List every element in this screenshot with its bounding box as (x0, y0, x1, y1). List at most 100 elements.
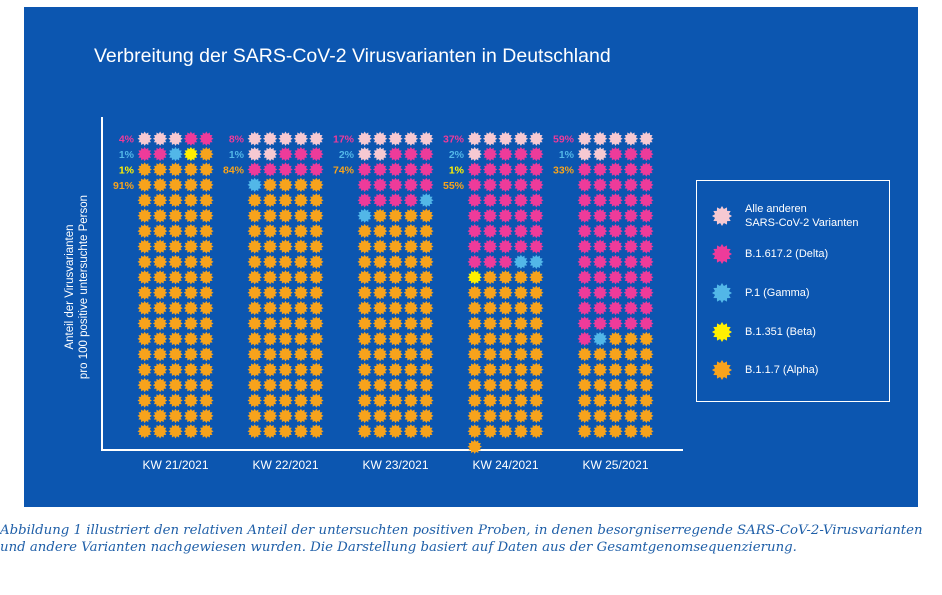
waffle-cell-alpha (293, 424, 309, 439)
waffle-cell-other (577, 146, 592, 162)
waffle-cell-alpha (403, 316, 419, 331)
waffle-cell-alpha (388, 331, 403, 347)
waffle-cell-alpha (513, 377, 529, 393)
waffle-cell-alpha (403, 347, 419, 362)
waffle-cell-other (639, 131, 654, 146)
waffle-cell-delta (623, 270, 639, 285)
waffle-cell-alpha (309, 177, 324, 193)
waffle-cell-delta (623, 162, 639, 177)
waffle-cell-alpha (137, 239, 152, 254)
waffle-cell-delta (623, 316, 639, 331)
data-label-delta: 37% (443, 134, 465, 146)
waffle-cell-alpha (309, 362, 324, 377)
waffle-cell-alpha (168, 270, 183, 285)
waffle-cell-other (623, 131, 639, 146)
waffle-cell-alpha (293, 285, 309, 300)
waffle-cell-alpha (152, 239, 168, 254)
waffle-cell-alpha (467, 424, 482, 439)
waffle-cell-alpha (372, 362, 388, 377)
waffle-cell-alpha (482, 300, 498, 316)
waffle-cell-alpha (513, 316, 529, 331)
waffle-cell-delta (498, 162, 513, 177)
waffle-cell-delta (608, 177, 623, 193)
waffle-cell-alpha (419, 254, 434, 270)
waffle-cell-delta (623, 285, 639, 300)
waffle-cell-alpha (309, 300, 324, 316)
waffle-cell-alpha (199, 300, 214, 316)
virus-icon (712, 283, 732, 303)
waffle-cell-alpha (419, 377, 434, 393)
data-label-beta: 1% (449, 165, 465, 177)
waffle-cell-alpha (577, 347, 592, 362)
waffle-cell-alpha (152, 362, 168, 377)
waffle-cell-gamma (529, 254, 544, 270)
waffle-cell-alpha (247, 239, 262, 254)
waffle-cell-alpha (467, 285, 482, 300)
waffle-cell-alpha (419, 223, 434, 239)
waffle-cell-alpha (247, 254, 262, 270)
waffle-cell-delta (372, 193, 388, 208)
waffle-cell-delta (608, 208, 623, 223)
waffle-cell-alpha (199, 208, 214, 223)
waffle-cell-other (608, 131, 623, 146)
waffle-cell-other (467, 146, 482, 162)
waffle-cell-alpha (372, 239, 388, 254)
waffle-cell-alpha (498, 316, 513, 331)
waffle-cell-alpha (152, 393, 168, 408)
waffle-cell-alpha (183, 254, 199, 270)
waffle-cell-alpha (137, 162, 152, 177)
waffle-cell-delta (403, 193, 419, 208)
waffle-cell-delta (419, 146, 434, 162)
waffle-cell-alpha (498, 270, 513, 285)
waffle-cell-alpha (419, 239, 434, 254)
waffle-cell-alpha (357, 362, 372, 377)
waffle-cell-delta (419, 177, 434, 193)
waffle-cell-alpha (168, 300, 183, 316)
waffle-cell-alpha (372, 377, 388, 393)
waffle-cell-alpha (357, 270, 372, 285)
legend-item-delta: B.1.617.2 (Delta) (711, 243, 828, 265)
virus-icon (712, 360, 732, 380)
waffle-cell-delta (577, 254, 592, 270)
waffle-cell-alpha (168, 424, 183, 439)
waffle-cell-other (577, 131, 592, 146)
legend-item-beta: B.1.351 (Beta) (711, 321, 816, 343)
waffle-cell-delta (639, 239, 654, 254)
waffle-cell-delta (293, 146, 309, 162)
waffle-cell-alpha (278, 254, 293, 270)
waffle-cell-alpha (137, 177, 152, 193)
waffle-cell-beta (183, 146, 199, 162)
waffle-cell-alpha (388, 362, 403, 377)
waffle-cell-alpha (293, 239, 309, 254)
waffle-cell-alpha (137, 193, 152, 208)
waffle-cell-delta (513, 239, 529, 254)
waffle-cell-alpha (183, 347, 199, 362)
waffle-cell-alpha (419, 393, 434, 408)
waffle-cell-alpha (419, 331, 434, 347)
waffle-cell-alpha (467, 377, 482, 393)
waffle-cell-alpha (152, 300, 168, 316)
chart-title: Verbreitung der SARS-CoV-2 Virusvariante… (94, 45, 611, 67)
waffle-cell-gamma (419, 193, 434, 208)
waffle-cell-alpha (482, 316, 498, 331)
waffle-cell-delta (639, 300, 654, 316)
waffle-cell-alpha (293, 347, 309, 362)
waffle-cell-alpha (247, 331, 262, 347)
waffle-cell-delta (608, 254, 623, 270)
waffle-cell-other (293, 131, 309, 146)
x-tick-label: KW 21/2021 (142, 458, 208, 472)
waffle-cell-alpha (403, 254, 419, 270)
waffle-cell-alpha (403, 408, 419, 424)
waffle-cell-alpha (388, 408, 403, 424)
waffle-cell-delta (592, 223, 608, 239)
waffle-cell-delta (513, 193, 529, 208)
waffle-cell-alpha (137, 408, 152, 424)
waffle-cell-alpha (293, 270, 309, 285)
waffle-cell-alpha (467, 316, 482, 331)
waffle-cell-delta (482, 208, 498, 223)
waffle-cell-alpha (388, 223, 403, 239)
waffle-cell-alpha (199, 270, 214, 285)
waffle-cell-alpha (247, 377, 262, 393)
waffle-cell-alpha (482, 347, 498, 362)
waffle-cell-alpha (199, 193, 214, 208)
